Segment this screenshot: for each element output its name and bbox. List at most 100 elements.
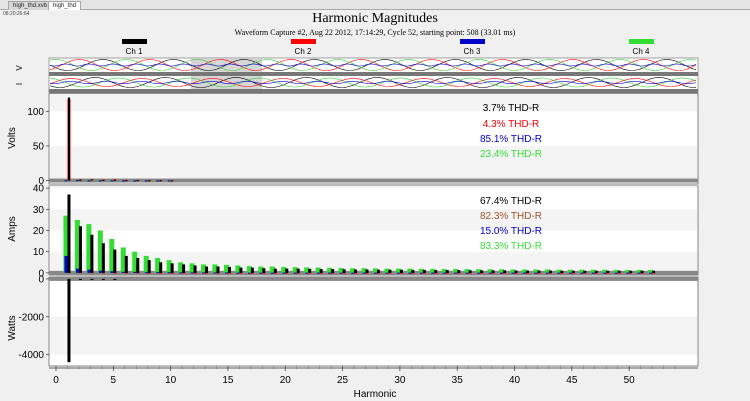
x-tick-label: 15 <box>222 375 234 386</box>
volts-axis-label: Volts <box>7 127 18 149</box>
bar-ch3-h40 <box>511 272 515 274</box>
bar-ch2-h8 <box>147 272 151 274</box>
bar-ch3-h1 <box>64 255 68 273</box>
volts-panel-zero-line <box>49 178 698 183</box>
bar-ch2-h4 <box>101 272 105 274</box>
ch2-label[interactable]: Ch 2 <box>295 47 312 56</box>
bar-ch2-h34 <box>445 272 449 274</box>
document-tab-bar: high_thd.xvb high_thd <box>0 0 750 10</box>
bar-ch4-h42 <box>533 269 539 273</box>
bar-ch1-h8 <box>148 180 151 182</box>
bar-ch4-h31 <box>407 268 413 273</box>
amps-panel-zero-line <box>49 270 698 275</box>
bar-ch3-h20 <box>282 272 286 274</box>
bar-ch1-h28 <box>376 269 380 273</box>
bar-ch4-h18 <box>258 266 264 273</box>
bar-ch1-h3 <box>90 234 94 273</box>
bar-ch3-h5 <box>110 271 114 273</box>
bar-ch4-h14 <box>212 264 218 273</box>
bar-ch1-h7 <box>136 180 139 182</box>
bar-ch1-h5 <box>113 249 117 273</box>
bar-ch4-h46 <box>579 269 585 273</box>
bar-ch2-h25 <box>342 272 346 274</box>
bar-ch4-h38 <box>487 269 493 273</box>
voltage-wave-ch3 <box>49 63 697 67</box>
ch1-swatch <box>122 39 147 44</box>
bar-ch1-h40 <box>514 270 518 273</box>
bar-ch4-h40 <box>510 269 516 273</box>
x-axis-label: Harmonic <box>354 389 397 400</box>
bar-ch3-h47 <box>591 272 595 274</box>
bar-ch1-h26 <box>354 269 358 273</box>
bar-ch2-h30 <box>399 272 403 274</box>
bar-ch3-h45 <box>568 272 572 274</box>
x-tick-label: 10 <box>165 375 177 386</box>
bar-ch1-h9 <box>159 262 163 273</box>
ch1-label[interactable]: Ch 1 <box>126 47 143 56</box>
bar-ch2-h39 <box>503 272 507 274</box>
bar-ch2-h48 <box>606 272 610 274</box>
bar-ch4-h11 <box>178 262 184 273</box>
amps-thd-ch3: 15.0% THD-R <box>480 226 542 237</box>
current-wave-ch1 <box>49 77 697 88</box>
ch3-label[interactable]: Ch 3 <box>464 47 481 56</box>
bar-ch4-h29 <box>384 268 390 273</box>
bar-ch2-h27 <box>365 272 369 274</box>
bar-ch2-h16 <box>239 272 243 274</box>
bar-ch1-h2 <box>78 226 82 273</box>
bar-ch2-h47 <box>594 272 598 274</box>
bar-ch3-h39 <box>500 272 504 274</box>
bar-ch1-h46 <box>583 270 587 273</box>
bar-ch3-h51 <box>637 272 641 274</box>
bar-ch3-h23 <box>316 272 320 274</box>
bar-ch1-h5 <box>113 179 116 181</box>
ch2-swatch <box>291 39 316 44</box>
volts-panel-grid-band <box>50 94 697 112</box>
y-tick-label: 40 <box>33 184 45 195</box>
bar-ch1-h8 <box>147 260 151 273</box>
bar-ch4-h25 <box>338 268 344 273</box>
bar-ch2-h5 <box>113 272 117 274</box>
bar-ch4-h13 <box>201 264 207 273</box>
voltage-wave-ch4 <box>49 59 697 71</box>
bar-ch1-h10 <box>171 180 174 182</box>
bar-ch4-h51 <box>636 269 642 273</box>
bar-ch4-h22 <box>304 267 310 273</box>
bar-ch4-h49 <box>613 269 619 273</box>
bar-ch4-h15 <box>223 264 229 273</box>
bar-ch1-h51 <box>640 270 644 273</box>
bar-ch3-h9 <box>156 272 160 274</box>
bar-ch2-h9 <box>159 272 163 274</box>
chart-title: Harmonic Magnitudes <box>312 11 438 26</box>
bar-ch2-h28 <box>376 272 380 274</box>
harmonic-x-axis: Harmonic 0 5 10 15 20 25 30 35 40 45 50 <box>49 366 698 400</box>
bar-ch4-h47 <box>590 269 596 273</box>
bar-ch1-h30 <box>399 269 403 273</box>
bar-ch3-h10 <box>167 180 171 182</box>
ch4-label[interactable]: Ch 4 <box>633 47 650 56</box>
bar-ch4-h26 <box>350 268 356 273</box>
bar-ch2-h14 <box>216 272 220 274</box>
channel-legend: Ch 1 Ch 2 Ch 3 Ch 4 <box>122 39 654 56</box>
bar-ch1-h1 <box>67 278 71 363</box>
bar-ch3-h12 <box>190 272 194 274</box>
bar-ch1-h1 <box>67 97 70 181</box>
bar-ch4-h7 <box>132 251 138 273</box>
bar-ch2-h44 <box>560 272 564 274</box>
bar-ch1-h22 <box>308 268 312 273</box>
tab-high-thd[interactable]: high_thd <box>48 1 82 10</box>
bar-ch3-h29 <box>385 272 389 274</box>
bar-ch1-h16 <box>239 267 243 273</box>
bar-ch4-h4 <box>97 230 103 273</box>
bar-ch2-h17 <box>250 272 254 274</box>
bar-ch1-h33 <box>434 270 438 273</box>
bar-ch4-h27 <box>361 268 367 273</box>
y-tick-label: 100 <box>27 107 44 118</box>
bar-ch2-h15 <box>227 272 231 274</box>
waveform-divider-bottom <box>49 89 698 93</box>
bar-ch2-h43 <box>548 272 552 274</box>
bar-ch2-h24 <box>331 272 335 274</box>
bar-ch2-h33 <box>434 272 438 274</box>
bar-ch2-h10 <box>170 272 174 274</box>
